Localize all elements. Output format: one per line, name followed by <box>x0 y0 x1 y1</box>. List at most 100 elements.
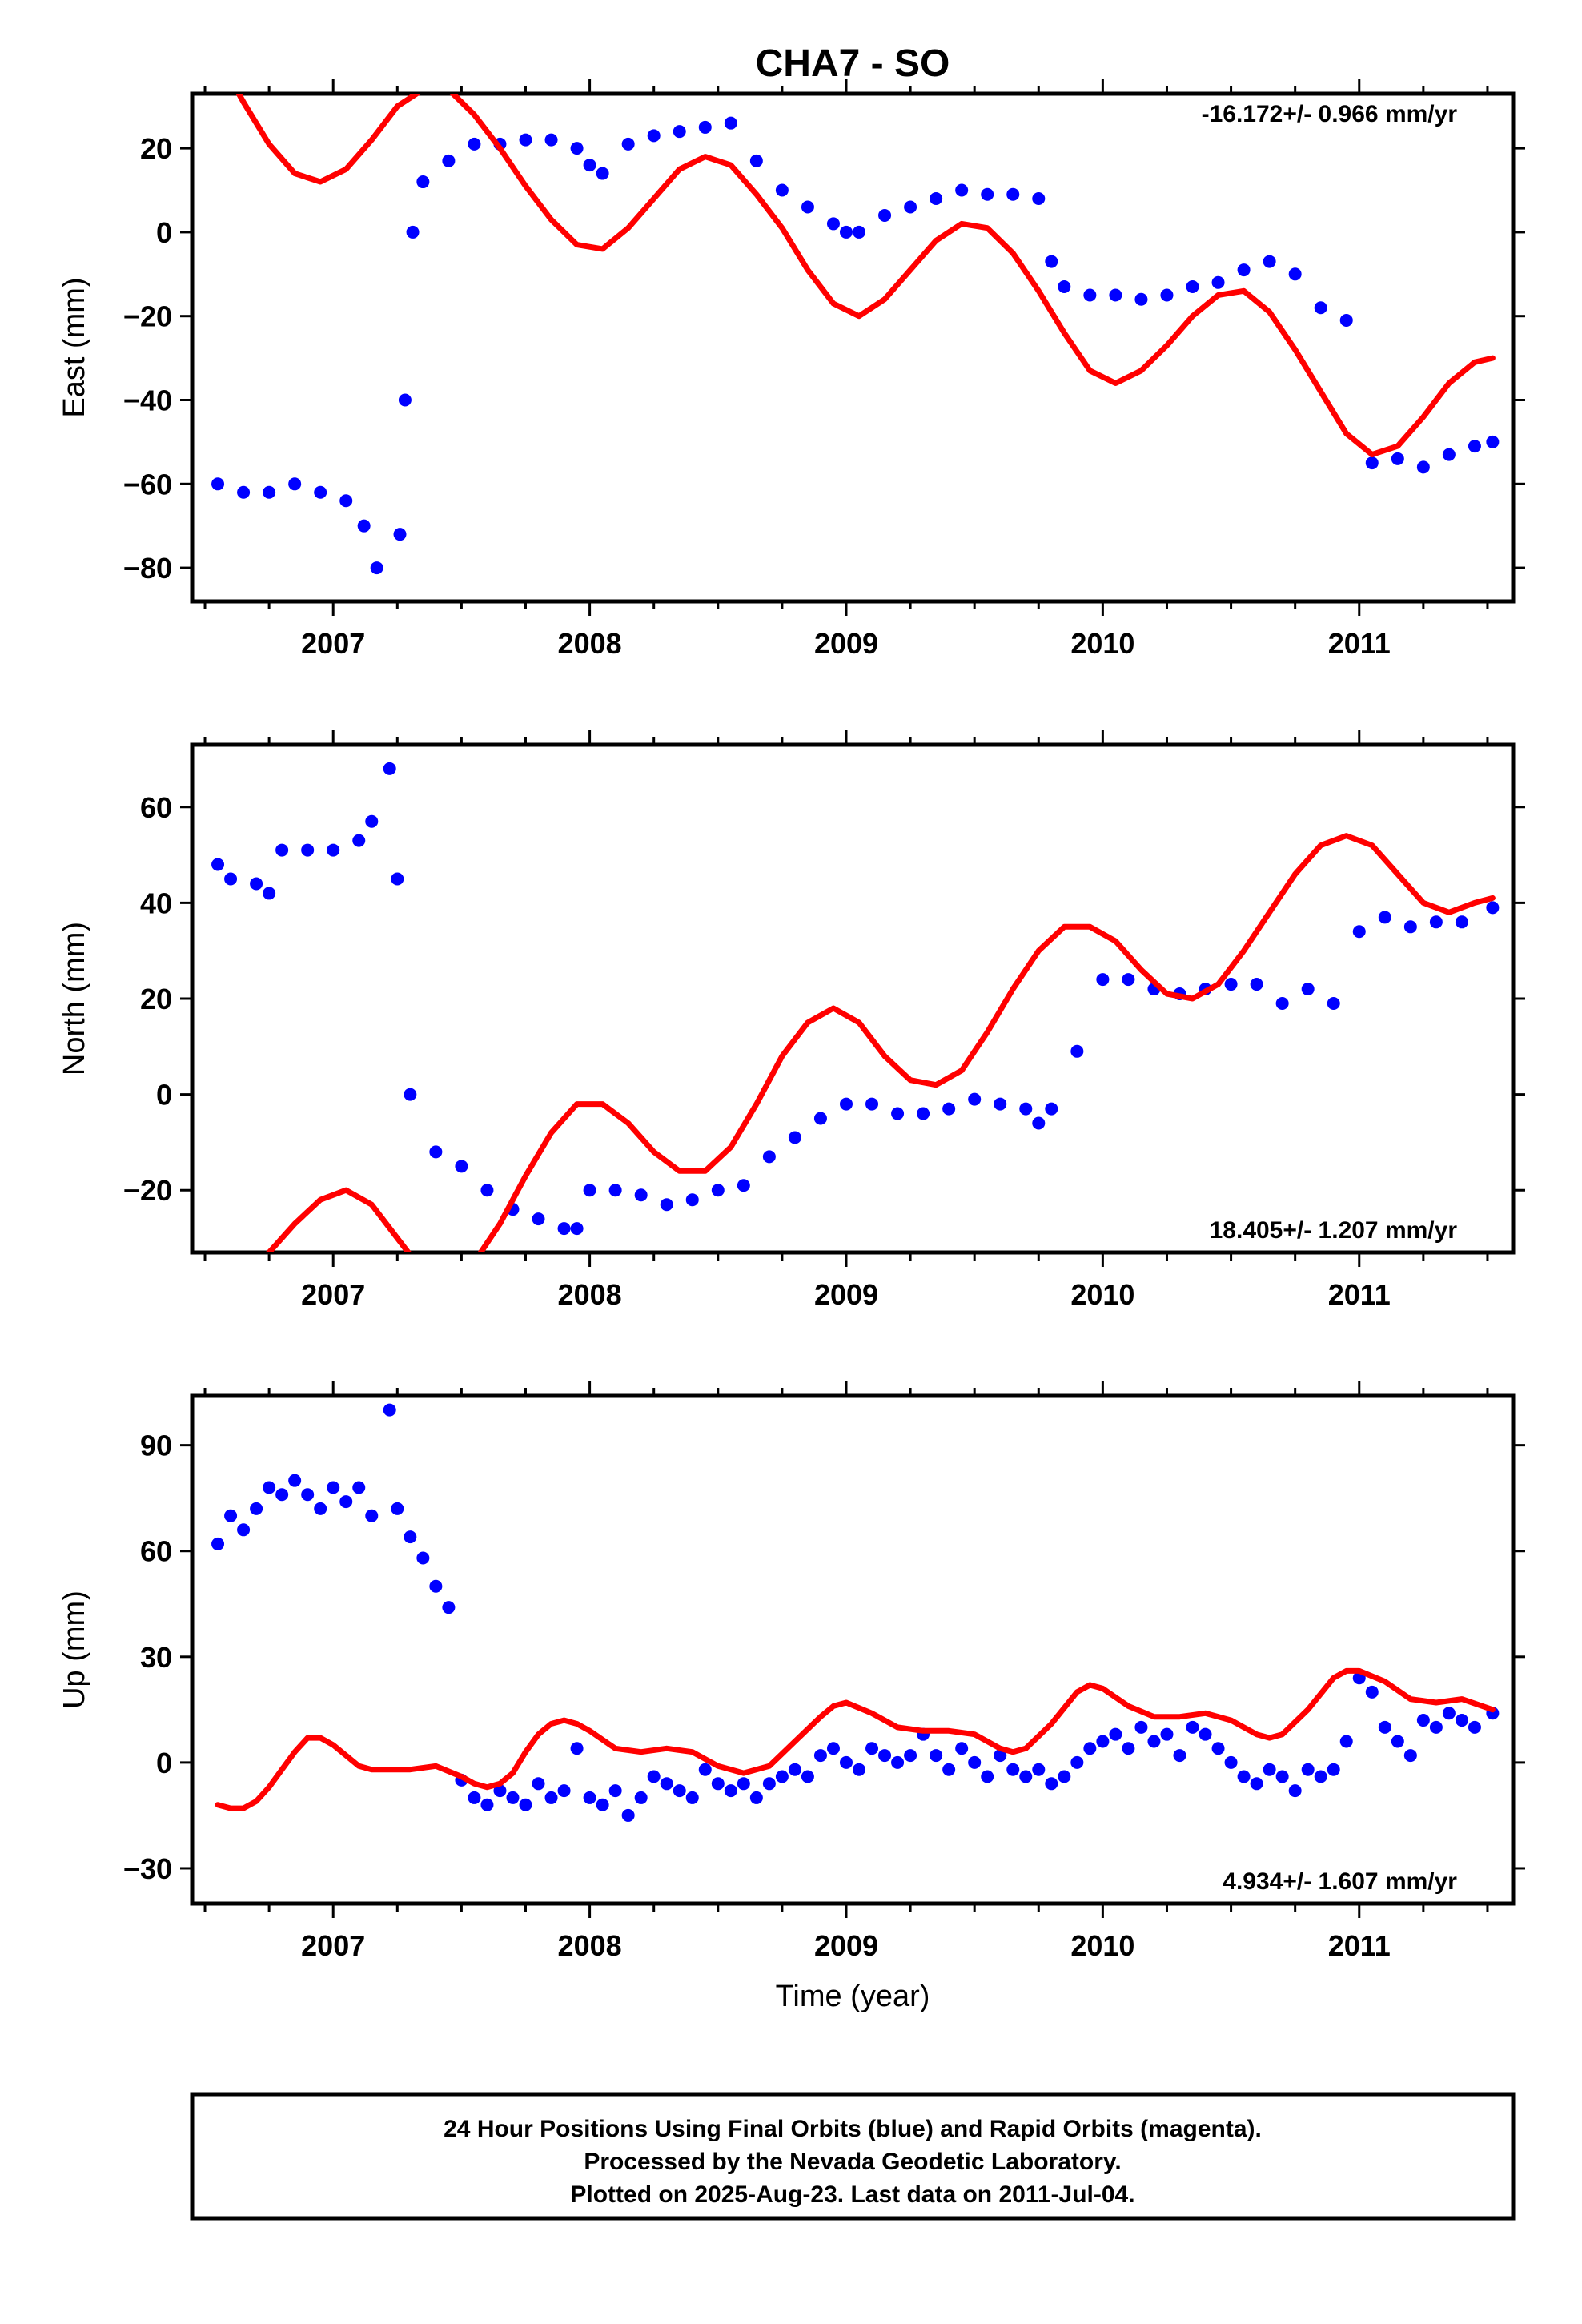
east-observation-point <box>878 208 892 222</box>
up-observation-point <box>955 1742 969 1755</box>
up-x-tick-label: 2007 <box>301 1929 365 1962</box>
north-observation-point <box>250 877 263 891</box>
east-observation-point <box>211 477 225 491</box>
east-observation-point <box>288 477 302 491</box>
up-observation-point <box>647 1770 661 1783</box>
north-observation-point <box>1224 978 1238 991</box>
north-observation-point <box>839 1097 853 1111</box>
up-observation-point <box>570 1742 584 1755</box>
up-x-tick-label: 2011 <box>1328 1929 1391 1962</box>
up-observation-point <box>1339 1735 1353 1748</box>
east-observation-point <box>393 528 407 541</box>
north-observation-point <box>1327 996 1340 1010</box>
east-y-tick-label: −20 <box>123 300 172 333</box>
east-x-tick-label: 2010 <box>1070 627 1134 660</box>
up-x-tick-label: 2010 <box>1070 1929 1134 1962</box>
up-observation-point <box>621 1808 635 1822</box>
up-observation-point <box>596 1798 609 1811</box>
north-observation-point <box>1250 978 1263 991</box>
north-observation-point <box>711 1184 725 1197</box>
up-observation-point <box>673 1784 686 1798</box>
east-observation-point <box>416 175 430 189</box>
north-observation-point <box>1352 925 1366 939</box>
up-observation-point <box>532 1777 545 1791</box>
footer-box <box>190 2092 1516 2221</box>
north-observation-point <box>365 814 379 828</box>
up-observation-point <box>634 1791 648 1804</box>
north-observation-point <box>327 843 340 857</box>
north-observation-point <box>1019 1102 1033 1116</box>
up-observation-point <box>1147 1735 1161 1748</box>
up-observation-point <box>468 1791 481 1804</box>
east-observation-point <box>1109 288 1122 302</box>
up-observation-point <box>942 1763 956 1776</box>
up-observation-point <box>891 1755 905 1769</box>
north-observation-point <box>224 872 238 886</box>
up-observation-point <box>288 1474 302 1487</box>
east-observation-point <box>1442 448 1456 461</box>
north-observation-point <box>557 1222 571 1236</box>
up-observation-point <box>1263 1763 1276 1776</box>
east-observation-point <box>1160 288 1174 302</box>
east-observation-point <box>1211 275 1225 289</box>
north-observation-point <box>1070 1044 1084 1058</box>
east-observation-point <box>1416 460 1430 474</box>
north-observation-point <box>1301 983 1315 996</box>
up-observation-point <box>1468 1720 1481 1734</box>
up-observation-point <box>327 1481 340 1494</box>
north-observation-point <box>813 1112 827 1125</box>
east-observation-point <box>698 120 712 134</box>
up-observation-point <box>660 1777 673 1791</box>
up-y-tick-label: 90 <box>140 1429 172 1462</box>
north-panel: 2007 2008 2009 2010 2011 60 40 20 0 −20 North (mm)… <box>58 730 1525 1311</box>
up-observation-point <box>1019 1770 1033 1783</box>
north-y-tick-label: 40 <box>140 887 172 919</box>
up-observation-point <box>1134 1720 1148 1734</box>
up-panel: 2007 2008 2009 2010 2011 90 60 30 0 −30 Up (mm) 4.9… <box>58 1381 1525 1962</box>
east-observation-point <box>1186 280 1199 294</box>
up-observation-point <box>352 1481 366 1494</box>
east-observation-point <box>1237 263 1251 277</box>
up-observation-point <box>737 1777 750 1791</box>
up-observation-point <box>365 1509 379 1522</box>
east-observation-point <box>1314 301 1327 315</box>
east-observation-point <box>468 137 481 151</box>
north-observation-point <box>532 1212 545 1226</box>
east-observation-point <box>544 133 558 147</box>
east-x-tick-label: 2011 <box>1328 627 1391 660</box>
up-observation-point <box>237 1523 251 1537</box>
east-observation-point <box>357 519 371 533</box>
up-observation-point <box>1070 1755 1084 1769</box>
east-y-tick-label: 0 <box>156 216 172 249</box>
east-observation-point <box>1032 191 1046 205</box>
east-x-tick-label: 2009 <box>814 627 878 660</box>
up-observation-point <box>480 1798 494 1811</box>
north-observation-point <box>391 872 404 886</box>
north-observation-point <box>404 1088 417 1101</box>
east-observation-point <box>904 200 917 214</box>
north-observation-point <box>275 843 289 857</box>
up-observation-point <box>224 1509 238 1522</box>
up-x-tick-label: 2009 <box>814 1929 878 1962</box>
up-observation-point <box>711 1777 725 1791</box>
north-observation-point <box>788 1131 801 1144</box>
up-observation-point <box>865 1742 879 1755</box>
up-observation-point <box>608 1784 622 1798</box>
east-observation-point <box>263 485 276 499</box>
north-observation-point <box>608 1184 622 1197</box>
east-observation-point <box>1365 456 1379 470</box>
up-y-tick-label: 0 <box>156 1747 172 1779</box>
north-observation-point <box>1455 915 1468 929</box>
up-observation-point <box>1301 1763 1315 1776</box>
up-observation-point <box>1391 1735 1404 1748</box>
east-observation-point <box>801 200 814 214</box>
up-observation-point <box>1160 1727 1174 1741</box>
north-observation-point <box>1378 911 1391 924</box>
east-observation-point <box>775 183 789 197</box>
up-observation-point <box>1403 1749 1417 1763</box>
north-observation-point <box>301 843 315 857</box>
north-rate-label: 18.405+/- 1.207 mm/yr <box>1210 1217 1458 1244</box>
east-observation-point <box>370 561 383 575</box>
up-observation-point <box>994 1749 1007 1763</box>
footer-line-1: 24 Hour Positions Using Final Orbits (bl… <box>444 2116 1262 2142</box>
